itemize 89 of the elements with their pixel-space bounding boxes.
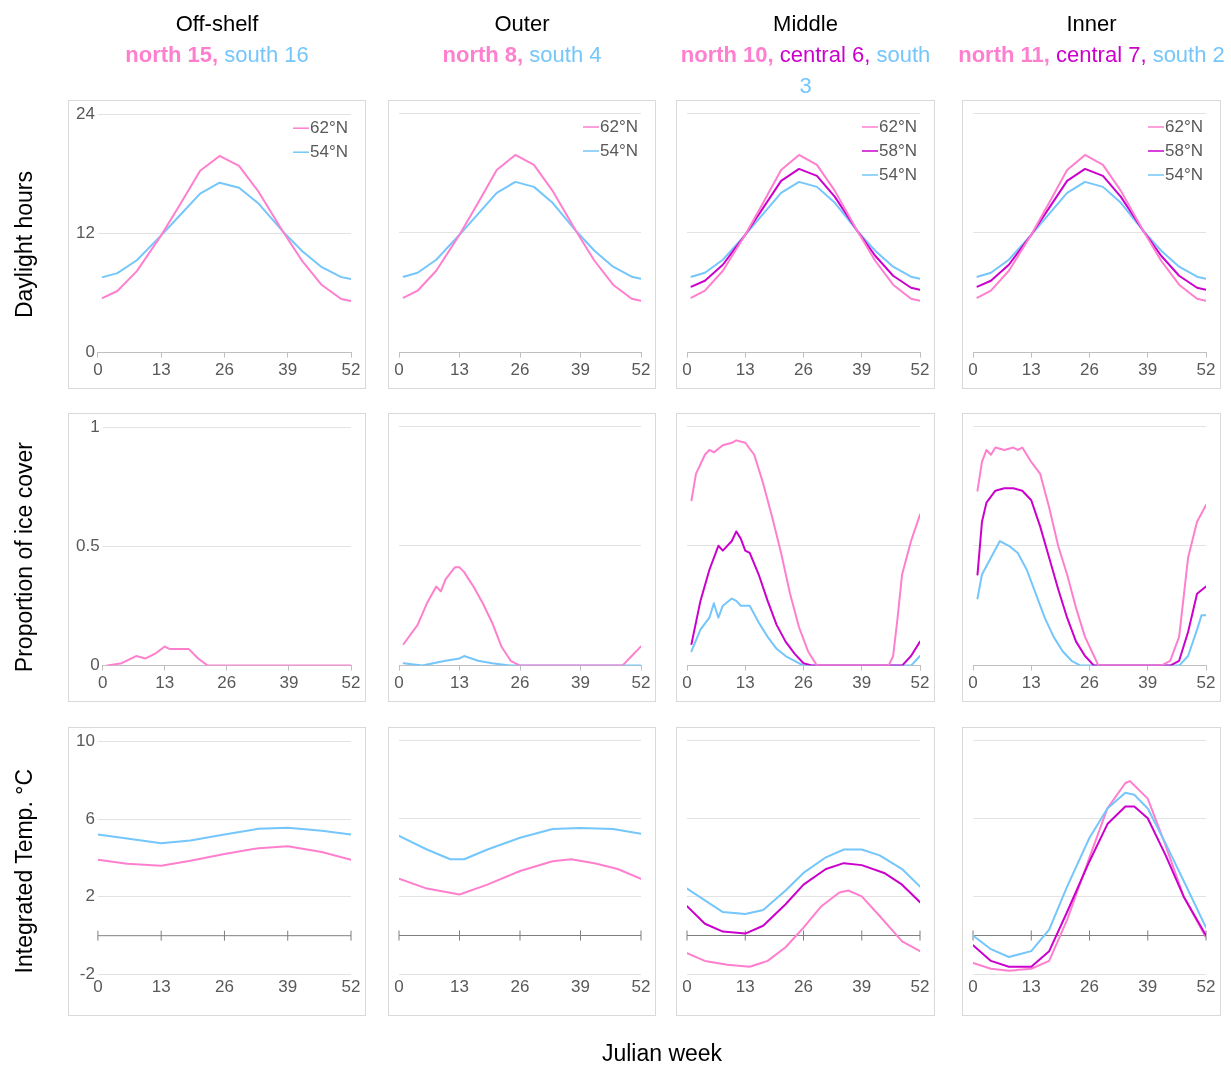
legend-label: 54°N (879, 164, 917, 184)
text: north 10, central 6, south 3 (680, 42, 931, 98)
y-axis-title: Proportion of ice cover (10, 442, 38, 673)
x-tick-label: 0 (968, 673, 978, 693)
x-tick-label: 52 (1196, 977, 1216, 997)
x-tick-label: 0 (394, 360, 404, 380)
x-axis-title: Julian week (600, 1040, 724, 1067)
x-tick-label: 0 (968, 360, 978, 380)
x-tick-label: 52 (631, 673, 651, 693)
chart-title: Off-shelf (174, 10, 260, 38)
x-tick-label: 13 (151, 360, 171, 380)
y-tick-label: 24 (75, 103, 95, 123)
y-tick-label: 2 (85, 886, 95, 906)
x-tick-label: 13 (155, 673, 175, 693)
x-tick-label: 39 (852, 977, 872, 997)
x-tick-label: 52 (631, 977, 651, 997)
x-tick-label: 13 (450, 977, 469, 997)
x-tick-label: 52 (631, 360, 651, 380)
y-tick-label: 6 (85, 808, 95, 828)
x-tick-label: 0 (682, 977, 692, 997)
x-tick-label: 26 (794, 673, 813, 693)
x-tick-label: 26 (217, 673, 237, 693)
chart-title: Middle (772, 10, 839, 38)
y-tick-label: -2 (79, 964, 95, 984)
x-tick-label: 26 (510, 673, 530, 693)
legend-label: 58°N (879, 140, 917, 160)
x-tick-label: 13 (450, 673, 469, 693)
chart-title: Outer (493, 10, 551, 38)
y-axis-title: Daylight hours (10, 170, 38, 319)
x-tick-label: 13 (1021, 977, 1041, 997)
x-tick-label: 13 (450, 360, 469, 380)
x-tick-label: 0 (394, 673, 404, 693)
x-tick-label: 26 (1080, 360, 1099, 380)
x-tick-label: 26 (794, 977, 813, 997)
legend-label: 62°N (310, 117, 348, 137)
x-tick-label: 52 (1196, 360, 1216, 380)
legend-label: 58°N (1165, 140, 1203, 160)
x-tick-label: 13 (1021, 673, 1041, 693)
legend-label: 54°N (600, 140, 638, 160)
x-tick-label: 52 (910, 977, 930, 997)
x-tick-label: 26 (214, 360, 234, 380)
x-tick-label: 39 (1138, 360, 1158, 380)
x-tick-label: 39 (278, 977, 298, 997)
x-tick-label: 13 (151, 977, 171, 997)
chart-subtitle: north 8, south 4 (442, 42, 602, 67)
chart-subtitle: north 15, south 16 (125, 42, 309, 67)
x-tick-label: 26 (510, 360, 530, 380)
x-tick-label: 52 (341, 360, 361, 380)
x-tick-label: 0 (682, 673, 692, 693)
x-tick-label: 39 (279, 673, 299, 693)
legend-label: 62°N (1165, 116, 1203, 136)
x-tick-label: 52 (341, 977, 361, 997)
x-tick-label: 13 (735, 673, 755, 693)
x-tick-label: 52 (341, 673, 361, 693)
x-tick-label: 26 (1080, 673, 1099, 693)
x-tick-label: 26 (510, 977, 530, 997)
x-tick-label: 0 (682, 360, 692, 380)
x-tick-label: 13 (1021, 360, 1041, 380)
y-tick-label: 10 (75, 730, 95, 750)
x-tick-label: 39 (1138, 673, 1158, 693)
x-tick-label: 39 (571, 360, 590, 380)
x-tick-label: 0 (394, 977, 404, 997)
x-tick-label: 13 (735, 977, 755, 997)
x-tick-label: 39 (852, 360, 872, 380)
y-axis-title: Integrated Temp. °C (10, 769, 38, 974)
legend-label: 62°N (600, 116, 638, 136)
x-tick-label: 39 (1138, 977, 1158, 997)
chart-subtitle: north 11, central 7, south 2 (958, 42, 1225, 67)
legend-label: 62°N (879, 116, 917, 136)
y-tick-label: 12 (75, 223, 95, 243)
x-tick-label: 26 (1080, 977, 1099, 997)
y-tick-label: 0.5 (75, 536, 100, 556)
x-tick-label: 26 (794, 360, 813, 380)
chart-title: Inner (1065, 10, 1118, 38)
x-tick-label: 0 (968, 977, 978, 997)
x-tick-label: 52 (1196, 673, 1216, 693)
legend-label: 54°N (1165, 164, 1203, 184)
x-tick-label: 52 (910, 360, 930, 380)
x-tick-label: 39 (852, 673, 872, 693)
y-tick-label: 1 (90, 416, 100, 436)
x-tick-label: 26 (214, 977, 234, 997)
x-tick-label: 13 (735, 360, 755, 380)
x-tick-label: 39 (571, 673, 590, 693)
y-tick-label: 0 (90, 655, 100, 675)
x-tick-label: 52 (910, 673, 930, 693)
x-tick-label: 39 (571, 977, 590, 997)
legend-label: 54°N (310, 141, 348, 161)
x-tick-label: 39 (278, 360, 298, 380)
y-tick-label: 0 (85, 342, 95, 362)
